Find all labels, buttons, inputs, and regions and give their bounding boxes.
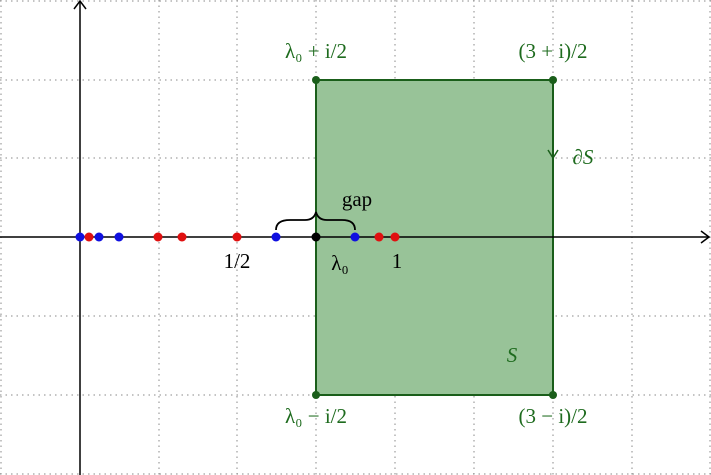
real-axis-arrow <box>700 230 711 244</box>
gap-brace <box>275 211 356 231</box>
label: S <box>507 343 518 367</box>
imag-axis-arrow <box>73 0 87 10</box>
label: (3 − i)/2 <box>519 404 588 428</box>
label: 1/2 <box>224 249 251 273</box>
label: 1 <box>392 249 403 273</box>
label: (3 + i)/2 <box>519 39 588 63</box>
spectrum-points <box>75 232 400 242</box>
label: λ₀ + i/2 <box>285 39 347 63</box>
label: ∂S <box>573 145 594 169</box>
corners <box>312 76 557 399</box>
label: λ₀ <box>331 251 349 275</box>
label: gap <box>342 187 372 211</box>
label: λ₀ − i/2 <box>285 404 347 428</box>
boundary-arrowhead <box>547 149 559 160</box>
